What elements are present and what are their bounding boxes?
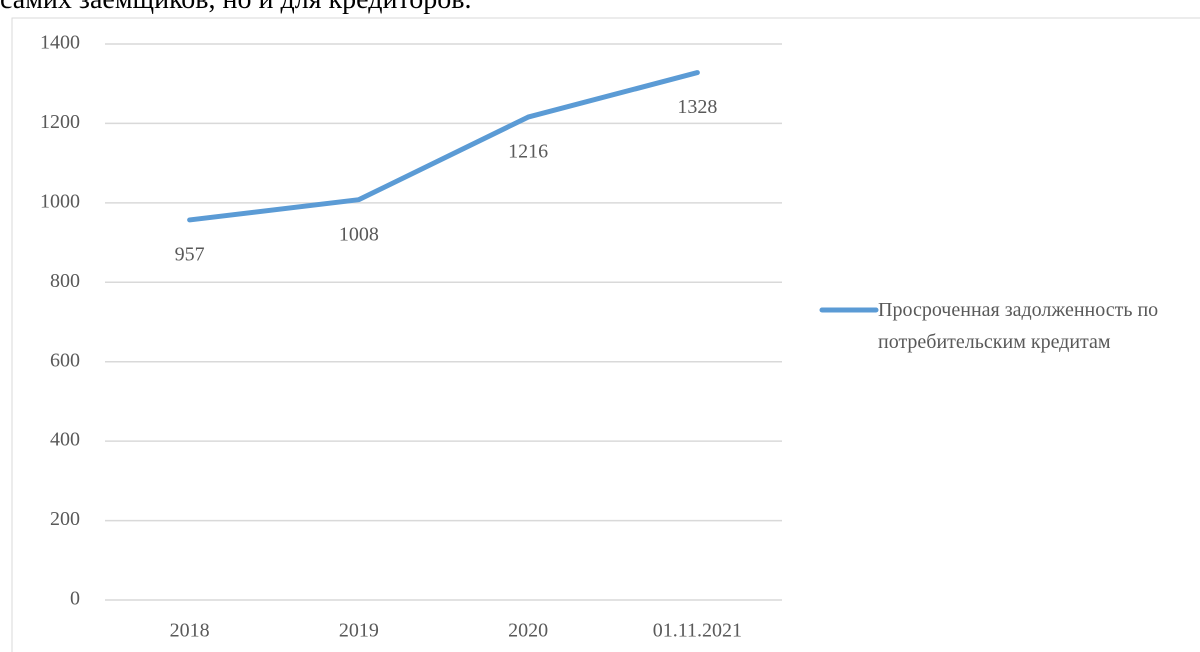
data-label: 1008	[339, 223, 379, 245]
line	[187, 70, 700, 223]
y-tick-label: 400	[50, 429, 80, 451]
x-tick-label: 2020	[508, 620, 548, 642]
y-tick-label: 800	[50, 270, 80, 292]
data-label: 957	[175, 244, 205, 266]
legend-label: Просроченная задолженность по потребител…	[878, 299, 1159, 353]
y-tick-label: 1200	[40, 111, 80, 133]
data-label: 1328	[677, 96, 717, 118]
y-tick-label: 0	[70, 588, 80, 610]
document-text: самих заемщиков, но и для кредиторов.	[0, 0, 472, 16]
x-tick-label: 2018	[170, 620, 210, 642]
data-label: 1216	[508, 141, 548, 163]
y-tick-label: 200	[50, 508, 80, 530]
y-tick-label: 600	[50, 349, 80, 371]
x-tick-label: 01.11.2021	[653, 620, 742, 642]
y-tick-label: 1000	[40, 190, 80, 212]
x-tick-label: 2019	[339, 620, 379, 642]
y-tick-label: 1400	[40, 32, 80, 54]
chart-frame	[11, 17, 1200, 652]
